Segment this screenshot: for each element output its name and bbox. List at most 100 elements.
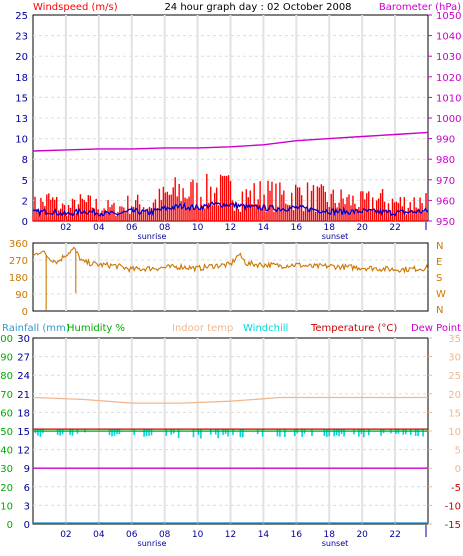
direction-degree-label: 90 xyxy=(15,290,28,301)
humidity-tick-label: 10 xyxy=(0,501,13,512)
hour-tick-label: 06 xyxy=(126,223,138,233)
temperature-panel: Rainfall (mm) Humidity % Indoor temp Win… xyxy=(0,323,461,548)
rainfall-tick-label: 6 xyxy=(24,483,30,494)
legend-windchill: Windchill xyxy=(243,323,288,334)
temperature-x-ticks: 02 04 06 08 10 12 14 16 18 20 22 xyxy=(60,525,427,540)
sunrise-label: sunrise xyxy=(138,232,167,241)
temperature-tick-label: 30 xyxy=(448,353,461,364)
legend-indoor-temp: Indoor temp xyxy=(172,323,233,334)
wind-x-ticks: 02 04 06 08 10 12 14 16 18 20 22 xyxy=(60,222,427,233)
barometer-tick-label: 990 xyxy=(436,135,455,146)
hour-tick-label: 04 xyxy=(93,530,105,540)
temperature-tick-label: -5 xyxy=(451,483,461,494)
hour-tick-label: 16 xyxy=(291,530,303,540)
direction-compass-label: N xyxy=(436,241,443,252)
hour-tick-label: 10 xyxy=(192,223,204,233)
direction-compass-label: W xyxy=(436,289,446,300)
rainfall-tick-label: 18 xyxy=(17,408,30,419)
humidity-tick-label: 100 xyxy=(0,334,13,345)
temperature-tick-label: -15 xyxy=(445,520,461,531)
rainfall-tick-label: 27 xyxy=(17,353,30,364)
windspeed-tick-label: 15 xyxy=(15,93,28,104)
humidity-tick-label: 90 xyxy=(0,353,13,364)
direction-degree-label: 180 xyxy=(9,273,28,284)
hour-tick-label: 14 xyxy=(258,223,270,233)
temperature-series xyxy=(32,396,428,524)
windspeed-tick-label: 2 xyxy=(22,196,28,207)
hour-tick-label: 12 xyxy=(225,223,236,233)
hour-tick-label: 08 xyxy=(159,223,171,233)
indoor-temp-line xyxy=(32,396,428,404)
temperature-tick-label: 15 xyxy=(448,408,461,419)
direction-degree-label: 270 xyxy=(9,256,28,267)
barometer-ticks: 950 960 970 980 990 1000 1010 1020 1030 1040 1050 xyxy=(428,11,461,228)
hour-tick-label: 02 xyxy=(60,223,71,233)
windspeed-tick-label: 13 xyxy=(15,114,28,125)
hour-tick-label: 20 xyxy=(356,530,368,540)
rainfall-tick-label: 9 xyxy=(24,464,30,475)
humidity-tick-label: 30 xyxy=(0,464,13,475)
direction-compass-label: E xyxy=(436,257,442,268)
windspeed-tick-label: 20 xyxy=(15,52,28,63)
hour-tick-label: 04 xyxy=(93,223,105,233)
barometer-tick-label: 960 xyxy=(436,196,455,207)
temperature-tick-label: 20 xyxy=(448,390,461,401)
windspeed-tick-label: 8 xyxy=(22,155,28,166)
temperature-tick-label: 0 xyxy=(455,464,461,475)
sunset-label: sunset xyxy=(322,232,349,241)
humidity-ticks: 0 10 20 30 40 50 60 70 80 90 100 xyxy=(0,334,13,531)
direction-series xyxy=(32,246,429,311)
hour-tick-label: 20 xyxy=(356,223,368,233)
hour-tick-label: 18 xyxy=(324,223,336,233)
windspeed-tick-label: 5 xyxy=(22,176,28,187)
rainfall-tick-label: 30 xyxy=(17,334,30,345)
rainfall-tick-label: 24 xyxy=(17,371,30,382)
direction-compass-label: S xyxy=(436,273,442,284)
hour-tick-label: 02 xyxy=(60,530,71,540)
wind-chart-title: 24 hour graph day : 02 October 2008 xyxy=(164,2,351,13)
humidity-tick-label: 60 xyxy=(0,408,13,419)
humidity-tick-label: 20 xyxy=(0,483,13,494)
hour-tick-label: 12 xyxy=(225,530,236,540)
temperature-ticks: -15 -10 -5 0 5 10 15 20 25 30 35 xyxy=(428,334,461,531)
sunrise-label-bottom: sunrise xyxy=(138,539,167,548)
wind-barometer-panel: Windspeed (m/s) 24 hour graph day : 02 O… xyxy=(15,2,461,241)
temperature-tick-label: 10 xyxy=(448,427,461,438)
hour-tick-label: 16 xyxy=(291,223,303,233)
hour-tick-label: 08 xyxy=(159,530,171,540)
rainfall-tick-label: 3 xyxy=(24,501,30,512)
wind-series xyxy=(32,131,429,221)
windspeed-tick-label: 10 xyxy=(15,135,28,146)
windspeed-tick-label: 25 xyxy=(15,11,28,22)
rainfall-tick-label: 0 xyxy=(24,520,30,531)
barometer-tick-label: 950 xyxy=(436,217,455,228)
windspeed-tick-label: 23 xyxy=(15,32,28,43)
humidity-tick-label: 70 xyxy=(0,390,13,401)
hour-tick-label: 10 xyxy=(192,530,204,540)
barometer-tick-label: 1030 xyxy=(436,52,461,63)
windspeed-tick-label: 18 xyxy=(15,73,28,84)
legend-rainfall: Rainfall (mm) xyxy=(2,323,70,334)
humidity-tick-label: 50 xyxy=(0,427,13,438)
humidity-tick-label: 0 xyxy=(7,520,13,531)
direction-degree-label: 0 xyxy=(22,307,28,318)
legend-dew-point: Dew Point xyxy=(411,323,461,334)
windspeed-tick-label: 0 xyxy=(22,217,28,228)
windspeed-axis-label: Windspeed (m/s) xyxy=(33,2,118,13)
humidity-tick-label: 80 xyxy=(0,371,13,382)
barometer-line xyxy=(32,131,429,152)
barometer-tick-label: 970 xyxy=(436,176,455,187)
legend-temperature: Temperature (°C) xyxy=(310,323,397,334)
direction-compass-label: N xyxy=(436,305,443,316)
humidity-tick-label: 40 xyxy=(0,446,13,457)
barometer-tick-label: 980 xyxy=(436,155,455,166)
temperature-tick-label: -10 xyxy=(445,501,461,512)
rainfall-tick-label: 21 xyxy=(17,390,30,401)
barometer-axis-label: Barometer (hPa) xyxy=(379,2,461,13)
temperature-tick-label: 5 xyxy=(455,446,461,457)
hour-tick-label: 18 xyxy=(324,530,336,540)
direction-degree-label: 360 xyxy=(9,239,28,250)
